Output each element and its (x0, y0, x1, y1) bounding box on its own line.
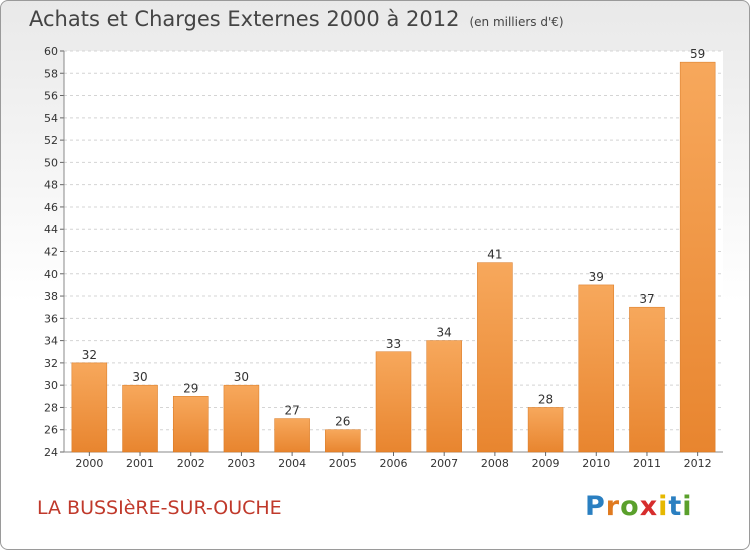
y-tick-label: 54 (44, 112, 58, 125)
data-label-2009: 28 (538, 392, 553, 406)
y-tick-label: 40 (44, 268, 58, 281)
data-label-2006: 33 (386, 337, 401, 351)
logo-letter: o (620, 491, 640, 522)
x-tick-label: 2003 (227, 457, 255, 470)
chart-title: Achats et Charges Externes 2000 à 2012 (e… (29, 7, 564, 31)
y-tick-label: 30 (44, 379, 58, 392)
data-label-2010: 39 (589, 270, 604, 284)
y-tick-label: 46 (44, 201, 58, 214)
data-label-2002: 29 (183, 381, 198, 395)
x-tick-label: 2008 (481, 457, 509, 470)
y-tick-label: 48 (44, 179, 58, 192)
y-tick-label: 26 (44, 424, 58, 437)
data-label-2000: 32 (82, 348, 97, 362)
bar-2007 (426, 340, 462, 453)
bar-2011 (629, 306, 665, 453)
data-label-2007: 34 (437, 326, 452, 340)
x-tick-label: 2004 (278, 457, 306, 470)
data-label-2005: 26 (335, 415, 350, 429)
bar-2010 (578, 284, 615, 453)
bar-2003 (223, 384, 260, 453)
x-tick-label: 2012 (684, 457, 712, 470)
x-tick-label: 2009 (532, 457, 560, 470)
place-name: LA BUSSIèRE-SUR-OUCHE (37, 497, 282, 519)
bar-2000 (71, 362, 108, 453)
bar-2004 (274, 418, 310, 453)
y-tick-label: 38 (44, 290, 58, 303)
chart-subtitle: (en milliers d'€) (469, 15, 564, 29)
data-label-2012: 59 (690, 47, 705, 61)
data-label-2001: 30 (132, 370, 147, 384)
bar-2005 (325, 429, 361, 453)
bar-2012 (679, 61, 716, 453)
y-tick-label: 58 (44, 67, 58, 80)
x-tick-label: 2011 (633, 457, 661, 470)
x-tick-label: 2010 (582, 457, 610, 470)
data-label-2011: 37 (639, 292, 654, 306)
y-tick-label: 32 (44, 357, 58, 370)
y-tick-label: 52 (44, 134, 58, 147)
chart-title-text: Achats et Charges Externes 2000 à 2012 (29, 7, 460, 31)
y-tick-label: 36 (44, 312, 58, 325)
y-tick-label: 28 (44, 401, 58, 414)
data-label-2008: 41 (487, 248, 502, 262)
x-tick-label: 2007 (430, 457, 458, 470)
x-tick-label: 2006 (380, 457, 408, 470)
y-tick-label: 44 (44, 223, 58, 236)
y-tick-label: 42 (44, 246, 58, 259)
logo-letter: r (605, 491, 621, 522)
y-tick-label: 50 (44, 156, 58, 169)
logo-letter: i (682, 491, 693, 522)
bar-2009 (527, 407, 564, 453)
logo-letter: i (658, 491, 669, 522)
logo-letter: x (639, 491, 659, 522)
x-tick-label: 2001 (126, 457, 154, 470)
y-tick-label: 34 (44, 335, 58, 348)
x-tick-label: 2000 (75, 457, 103, 470)
y-tick-label: 24 (44, 446, 58, 459)
data-label-2003: 30 (234, 370, 249, 384)
logo-letter: P (585, 491, 606, 522)
bar-2001 (122, 384, 158, 453)
data-label-2004: 27 (284, 404, 299, 418)
bar-2008 (477, 262, 513, 453)
logo-letter: t (668, 491, 683, 522)
bar-2002 (172, 396, 209, 453)
proxiti-logo: Proxiti (585, 491, 693, 522)
bar-2006 (375, 351, 412, 453)
x-tick-label: 2002 (177, 457, 205, 470)
y-tick-label: 56 (44, 90, 58, 103)
x-tick-label: 2005 (329, 457, 357, 470)
y-tick-label: 60 (44, 45, 58, 58)
